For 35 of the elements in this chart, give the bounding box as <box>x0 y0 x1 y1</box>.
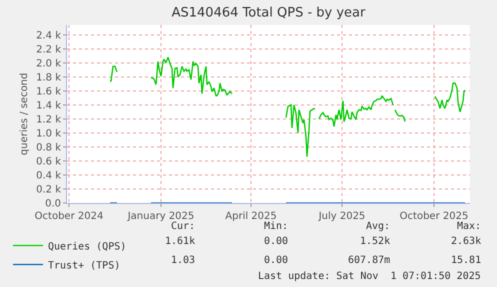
y-tick-label: 0.2 k <box>36 184 62 196</box>
legend-label: Trust+ (TPS) <box>48 260 120 272</box>
text: Last update: Sat Nov 1 07:01:50 2025 <box>258 271 481 282</box>
x-tick-label: April 2025 <box>225 211 277 222</box>
y-tick-label: 1.8 k <box>36 72 62 84</box>
x-tick-label: October 2025 <box>400 211 468 222</box>
text: Max: <box>457 221 482 232</box>
text: Avg: <box>366 221 390 232</box>
text: 1.52k <box>360 236 390 247</box>
y-tick-label: 0.4 k <box>36 170 62 182</box>
text: 1.61k <box>165 236 196 247</box>
legend-label: Queries (QPS) <box>48 241 126 252</box>
y-tick-label: 2.2 k <box>36 44 62 56</box>
chart-title: AS140464 Total QPS - by year <box>172 6 366 21</box>
x-tick-label: January 2025 <box>126 211 194 222</box>
text: 0.00 <box>264 255 288 266</box>
y-tick-label: 0.6 k <box>36 156 62 168</box>
y-tick-label: 0.8 k <box>36 142 62 154</box>
y-tick-label: 1.0 k <box>36 128 62 140</box>
y-tick-label: 2.0 k <box>36 58 62 70</box>
y-tick-label: 0.0 <box>45 198 61 210</box>
text: 1.03 <box>171 255 196 266</box>
x-tick-label: October 2024 <box>34 211 104 222</box>
y-tick-label: 1.4 k <box>36 100 62 112</box>
y-axis-title: queries / second <box>19 72 30 156</box>
text: 2.63k <box>451 236 482 247</box>
text: 607.87m <box>348 255 390 266</box>
text: 0.00 <box>264 236 288 247</box>
x-tick-label: July 2025 <box>318 211 366 222</box>
y-tick-label: 1.2 k <box>36 114 62 126</box>
text: Cur: <box>171 221 196 232</box>
y-tick-label: 2.4 k <box>36 30 62 42</box>
text: Min: <box>264 221 288 232</box>
y-tick-label: 1.6 k <box>36 86 62 98</box>
text: 15.81 <box>451 255 482 266</box>
